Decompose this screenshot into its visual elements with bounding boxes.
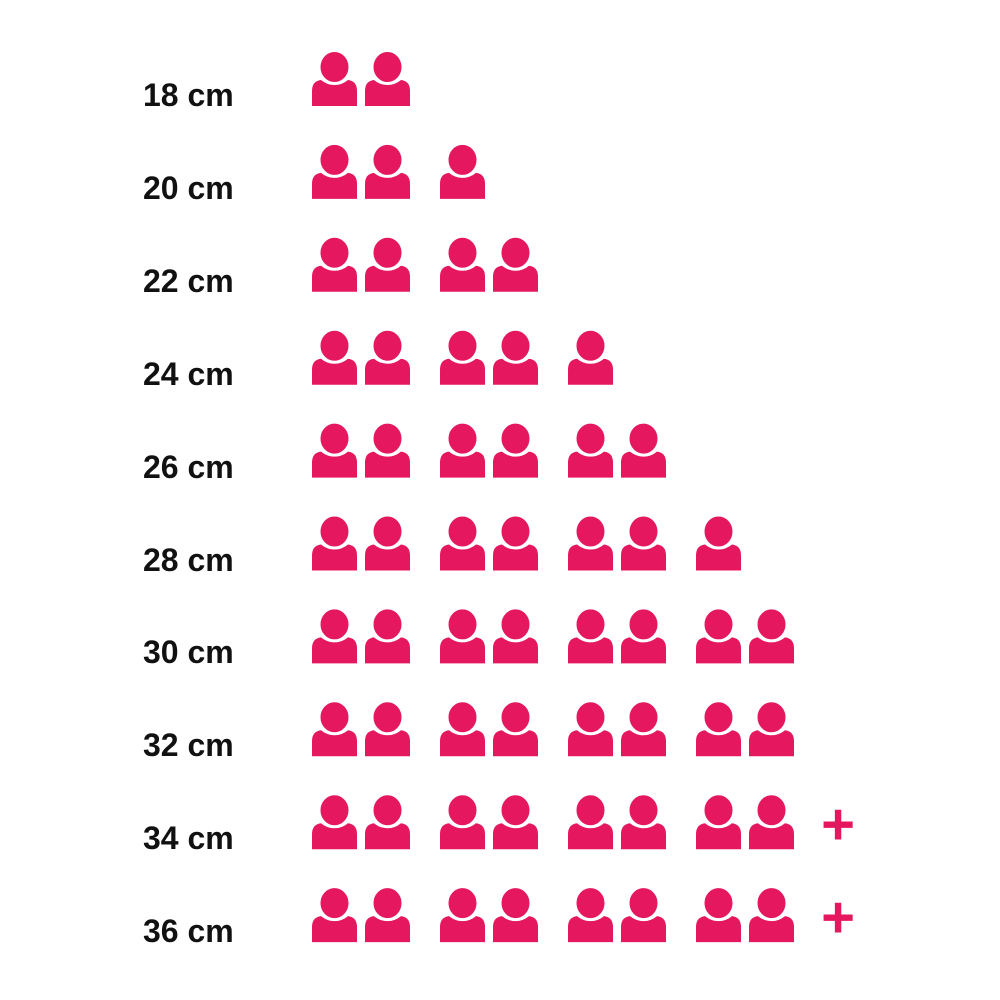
row-label: 18 cm [143,77,234,113]
person-icon [312,142,357,199]
person-icon [312,700,357,757]
person-icon [365,328,410,385]
person-icon [440,514,485,571]
person-icon [749,607,794,664]
person-icon [568,328,613,385]
person-icon [696,607,741,664]
person-icon [696,793,741,850]
person-icon [440,235,485,292]
row-label: 22 cm [143,262,234,299]
person-icon [621,886,666,943]
person-icon [365,886,410,943]
person-icon [621,514,666,571]
person-icon [493,235,538,292]
person-icon [493,328,538,385]
person-icon [440,793,485,850]
person-icon [365,793,410,850]
person-icon [621,421,666,478]
person-icon [696,700,741,757]
person-icon [365,514,410,571]
row-label: 30 cm [143,634,234,671]
person-icon [568,700,613,757]
person-icon [493,607,538,664]
person-icon [312,50,357,106]
person-icon [621,700,666,757]
row-label: 28 cm [143,541,234,578]
person-icon [365,421,410,478]
person-icon [312,886,357,943]
more-plus-icon: + [821,792,855,857]
person-icon [568,514,613,571]
row-label: 36 cm [143,913,234,950]
person-icon [440,142,485,199]
person-icon [749,886,794,943]
person-icon [365,235,410,292]
person-icon [493,793,538,850]
person-icon [696,886,741,943]
person-icon [365,700,410,757]
row-label: 32 cm [143,727,234,764]
more-plus-icon: + [821,885,855,950]
person-icon [568,607,613,664]
person-icon [749,793,794,850]
person-icon [568,886,613,943]
person-icon [312,607,357,664]
person-icon [568,793,613,850]
person-icon [365,142,410,199]
person-icon [568,421,613,478]
person-icon [440,700,485,757]
person-icon [365,50,410,106]
person-icon [312,328,357,385]
person-icon [493,514,538,571]
person-icon [440,328,485,385]
person-icon [493,421,538,478]
row-label: 26 cm [143,448,234,485]
person-icon [440,886,485,943]
person-icon [312,514,357,571]
person-icon [749,700,794,757]
row-label: 24 cm [143,355,234,392]
person-icon [696,514,741,571]
person-icon [621,793,666,850]
person-icon [312,235,357,292]
person-icon [493,700,538,757]
person-icon [621,607,666,664]
person-icon [493,886,538,943]
person-icon [365,607,410,664]
row-label: 34 cm [143,820,234,857]
person-icon [440,421,485,478]
row-label: 20 cm [143,169,234,206]
person-icon [312,793,357,850]
person-icon [312,421,357,478]
person-icon [440,607,485,664]
